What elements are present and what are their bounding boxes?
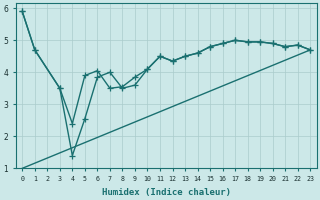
X-axis label: Humidex (Indice chaleur): Humidex (Indice chaleur)	[102, 188, 231, 197]
